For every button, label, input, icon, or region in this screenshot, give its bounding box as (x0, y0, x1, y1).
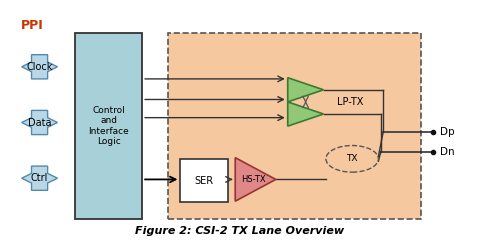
Text: Dn: Dn (441, 147, 455, 157)
Text: SER: SER (195, 176, 214, 186)
Polygon shape (235, 158, 276, 201)
FancyBboxPatch shape (168, 33, 421, 219)
Polygon shape (22, 55, 58, 79)
Text: Control
and
Interface
Logic: Control and Interface Logic (88, 106, 129, 146)
Text: Data: Data (28, 118, 51, 127)
Polygon shape (288, 102, 324, 126)
Polygon shape (288, 78, 324, 102)
FancyBboxPatch shape (180, 159, 228, 202)
Text: Ctrl: Ctrl (31, 173, 48, 183)
Text: PPI: PPI (21, 19, 44, 32)
Text: LP-TX: LP-TX (336, 97, 363, 107)
Polygon shape (22, 166, 58, 190)
FancyBboxPatch shape (75, 33, 142, 219)
Text: TX: TX (347, 154, 358, 163)
Text: Figure 2: CSI-2 TX Lane Overview: Figure 2: CSI-2 TX Lane Overview (135, 226, 345, 236)
Text: Clock: Clock (26, 62, 53, 72)
Polygon shape (22, 110, 58, 135)
Text: Dp: Dp (441, 127, 455, 137)
Text: HS-TX: HS-TX (241, 175, 266, 184)
